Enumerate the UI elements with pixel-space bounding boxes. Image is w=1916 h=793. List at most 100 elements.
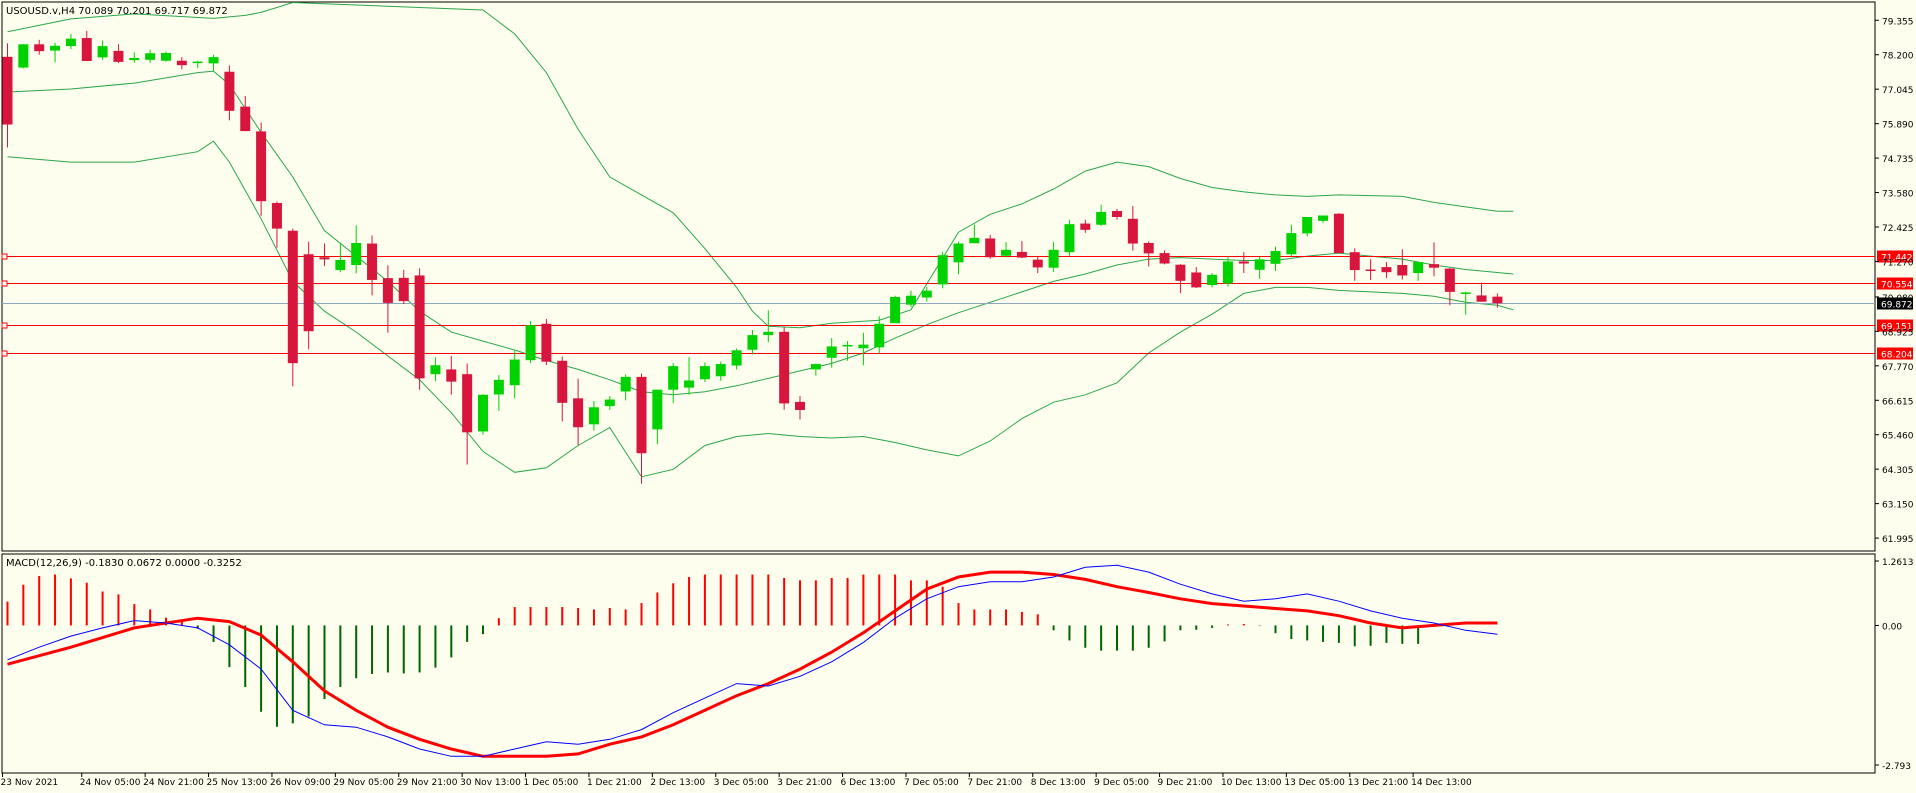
level-handle	[1, 322, 8, 329]
time-tick-label: 8 Dec 13:00	[1031, 778, 1086, 788]
candle-body-bull	[715, 364, 726, 377]
bollinger-upper-band	[7, 1, 1514, 329]
candle-body-bull	[1254, 259, 1265, 270]
candle-body-bull	[699, 366, 710, 380]
macd-tick-label: 1.2613	[1882, 558, 1914, 568]
price-tick-label: 66.615	[1882, 397, 1914, 407]
time-tick-label: 9 Dec 21:00	[1158, 778, 1213, 788]
candle-body-bear	[1365, 269, 1376, 271]
price-tick-label: 65.460	[1882, 432, 1914, 442]
candle-body-bear	[256, 131, 267, 202]
level-price-label: 70.554	[1881, 281, 1913, 291]
price-tick-label: 67.770	[1882, 363, 1914, 373]
time-tick-label: 23 Nov 2021	[1, 778, 59, 788]
main-indicator-label: USOUSD.v,H4 70.089 70.201 69.717 69.872	[6, 6, 228, 17]
candle-body-bull	[604, 399, 615, 407]
candle-body-bull	[620, 376, 631, 392]
level-price-tag	[1877, 250, 1913, 263]
time-tick-label: 25 Nov 13:00	[207, 778, 268, 788]
candle-body-bull	[1302, 216, 1313, 234]
candle-body-bear	[1397, 265, 1408, 276]
candle-body-bear	[1080, 223, 1091, 230]
price-tick-label: 63.150	[1882, 501, 1914, 511]
price-tick-label: 61.995	[1882, 535, 1914, 545]
candle-body-bear	[303, 254, 314, 332]
candle-body-bull	[1222, 261, 1233, 284]
candle-body-bear	[1159, 253, 1170, 264]
level-price-tag	[1877, 347, 1913, 360]
candle-body-bull	[1001, 249, 1012, 256]
candle-body-bear	[2, 56, 13, 125]
price-pane[interactable]: 71.442 70.554 69.151 68.204 USOUSD.v,H4 70.…	[1, 1, 1913, 552]
bollinger-middle-band	[7, 70, 1514, 396]
macd-histogram	[6, 574, 1420, 727]
candle-body-bull	[97, 46, 108, 58]
candle-body-bull	[351, 242, 362, 266]
candle-body-bull	[129, 58, 140, 61]
candle-body-bear	[1381, 267, 1392, 273]
time-tick-label: 6 Dec 13:00	[841, 778, 896, 788]
macd-pane[interactable]: MACD(12,26,9) -0.1830 0.0672 0.0000 -0.3…	[1, 553, 1876, 774]
time-tick-label: 29 Nov 05:00	[333, 778, 394, 788]
candle-body-bull	[731, 350, 742, 366]
candle-body-bear	[541, 323, 552, 362]
candle-body-bear	[367, 243, 378, 280]
price-tick-label: 78.200	[1882, 52, 1914, 62]
level-handle	[1, 253, 8, 260]
candle-body-bear	[382, 278, 393, 303]
candle-body-bear	[81, 38, 92, 62]
candle-body-bull	[1460, 292, 1471, 294]
candle-body-bear	[1429, 264, 1439, 268]
candle-body-bull	[493, 379, 504, 395]
candle-body-bull	[525, 325, 536, 361]
candle-body-bear	[636, 376, 647, 454]
time-axis: 23 Nov 2021 24 Nov 05:00 24 Nov 21:00 25 No…	[1, 773, 1472, 788]
candle-body-bull	[509, 359, 520, 386]
current-price-label: 69.872	[1881, 301, 1913, 311]
candle-body-bull	[890, 296, 901, 324]
candle-body-bull	[1096, 211, 1107, 225]
candle-body-bear	[271, 202, 282, 229]
candle-body-bull	[921, 290, 932, 298]
candle-body-bear	[1444, 268, 1455, 292]
candle-body-bull	[1413, 262, 1424, 274]
price-tick-label: 75.890	[1882, 121, 1914, 131]
time-tick-label: 13 Dec 05:00	[1284, 778, 1345, 788]
candle-body-bull	[684, 380, 695, 388]
level-price-label: 71.442	[1881, 254, 1913, 264]
time-tick-label: 30 Nov 13:00	[460, 778, 521, 788]
candle-body-bull	[652, 389, 663, 430]
candle-body-bull	[747, 335, 758, 350]
candle-body-bull	[208, 57, 219, 64]
time-tick-label: 1 Dec 21:00	[587, 778, 642, 788]
candle-body-bear	[1016, 251, 1027, 258]
time-tick-label: 14 Dec 13:00	[1411, 778, 1472, 788]
candle-body-bull	[1064, 224, 1075, 253]
candle-body-bear	[1476, 295, 1487, 302]
price-tick-label: 72.425	[1882, 224, 1914, 234]
candle-body-bear	[1127, 218, 1138, 244]
level-price-tag	[1877, 277, 1913, 290]
candle-body-bear	[240, 106, 251, 132]
candle-body-bull	[842, 344, 853, 347]
candle-body-bear	[795, 401, 805, 410]
level-handle	[1, 350, 8, 357]
candle-body-bull	[18, 44, 29, 68]
price-axis: 79.355 78.200 77.045 75.890 74.735 73.580 72.4…	[1875, 17, 1914, 545]
candle-body-bear	[113, 50, 124, 62]
candle-body-bear	[176, 60, 187, 66]
macd-signal-line	[7, 570, 1498, 758]
time-tick-label: 29 Nov 21:00	[397, 778, 458, 788]
level-handle	[1, 280, 8, 287]
candle-body-bull	[668, 366, 679, 390]
candle-body-bear	[1191, 272, 1202, 288]
candle-body-bull	[145, 53, 156, 60]
macd-tick-label: -2.793	[1882, 762, 1911, 772]
candle-body-bull	[1048, 249, 1059, 268]
candle-body-bull	[826, 346, 837, 358]
candle-body-bear	[1238, 261, 1249, 264]
candle-body-bear	[34, 44, 45, 52]
horizontal-levels[interactable]: 71.442 70.554 69.151 68.204	[1, 250, 1913, 361]
